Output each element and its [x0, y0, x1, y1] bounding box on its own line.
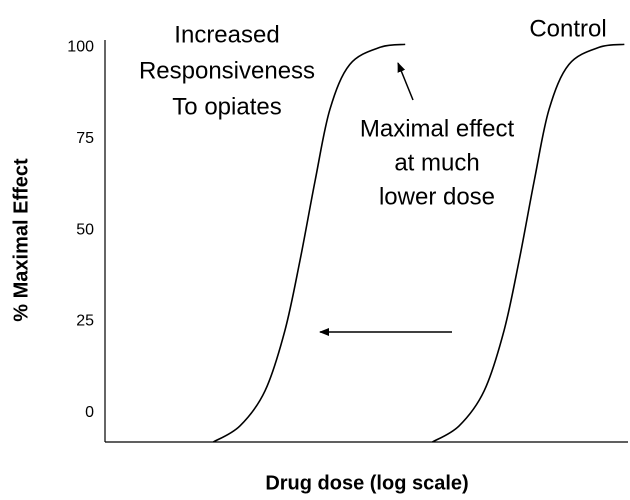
- annotation: lower dose: [379, 183, 495, 210]
- annotation: Control: [529, 15, 606, 42]
- y-tick-label: 25: [76, 313, 94, 330]
- annotation: Maximal effect: [360, 115, 515, 142]
- annotation-arrow: [397, 62, 414, 101]
- annotation: Responsiveness: [139, 57, 315, 84]
- curve: [212, 43, 406, 443]
- y-axis-title: % Maximal Effect: [10, 158, 32, 322]
- y-tick-label: 0: [85, 404, 94, 421]
- annotation: Increased: [174, 21, 279, 48]
- annotation: at much: [394, 149, 479, 176]
- curve: [431, 43, 625, 443]
- x-axis-title: Drug dose (log scale): [265, 472, 468, 494]
- annotation: To opiates: [172, 93, 281, 120]
- y-tick-label: 75: [76, 130, 94, 147]
- y-tick-label: 100: [67, 39, 94, 56]
- y-tick-label: 50: [76, 221, 94, 238]
